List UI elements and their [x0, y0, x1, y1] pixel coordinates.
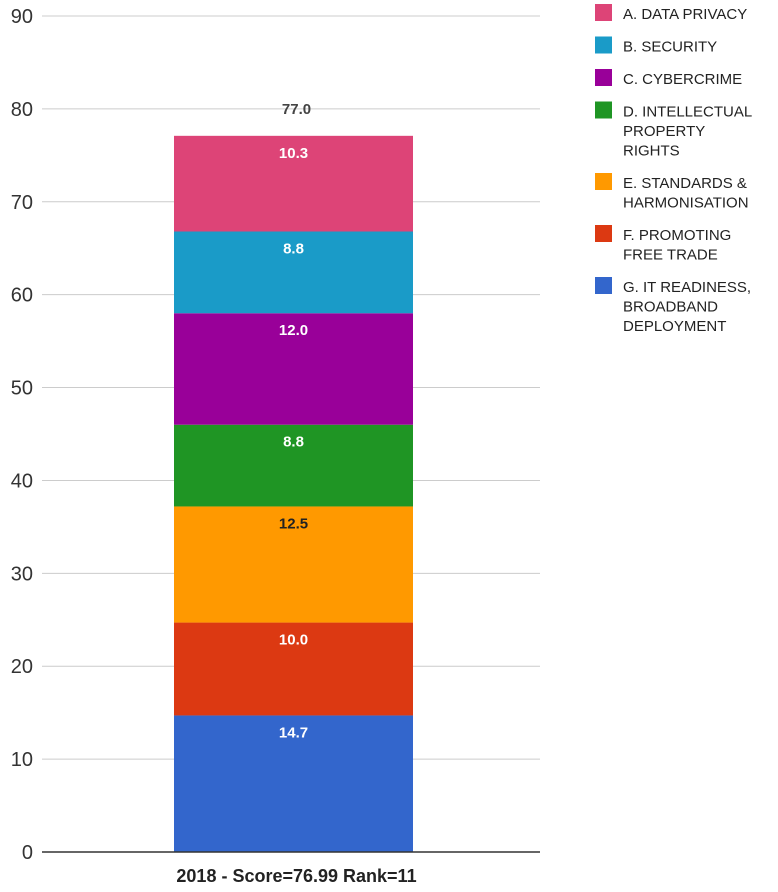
legend-swatch [595, 4, 612, 21]
y-axis-ticks: 0 10 20 30 40 50 60 70 80 90 [11, 6, 33, 864]
legend-swatch [595, 69, 612, 86]
data-label-c-cybercrime: 12.0 [279, 322, 308, 339]
y-tick-label: 0 [22, 842, 33, 864]
legend-item-c-cybercrime: C. CYBERCRIME [595, 69, 742, 88]
legend: A. DATA PRIVACY B. SECURITY C. CYBERCRIME D… [595, 4, 752, 335]
y-tick-label: 30 [11, 563, 33, 585]
legend-item-d-intellectual-property-rights: D. INTELLECTUAL PROPERTY RIGHTS [595, 102, 752, 160]
data-label-f-promoting-free-trade: 10.0 [279, 632, 308, 649]
x-axis: 2018 - Score=76.99 Rank=11 [42, 852, 540, 886]
legend-label: BROADBAND [623, 299, 718, 316]
legend-label: DEPLOYMENT [623, 318, 726, 335]
legend-label: RIGHTS [623, 143, 680, 160]
legend-label: PROPERTY [623, 123, 705, 140]
legend-label: B. SECURITY [623, 39, 717, 56]
data-label-b-security: 8.8 [283, 241, 304, 258]
legend-label: G. IT READINESS, [623, 279, 751, 296]
y-tick-label: 90 [11, 6, 33, 28]
legend-swatch [595, 277, 612, 294]
y-tick-label: 50 [11, 378, 33, 400]
y-tick-label: 10 [11, 749, 33, 771]
y-tick-label: 40 [11, 470, 33, 492]
legend-label: FREE TRADE [623, 247, 718, 264]
data-label-g-it-readiness-broadband-deployment: 14.7 [279, 724, 308, 741]
legend-item-e-standards-harmonisation: E. STANDARDS & HARMONISATION [595, 173, 749, 212]
legend-swatch [595, 225, 612, 242]
legend-label: HARMONISATION [623, 195, 749, 212]
legend-item-b-security: B. SECURITY [595, 37, 717, 56]
data-label-e-standards-harmonisation: 12.5 [279, 515, 308, 532]
data-label-d-intellectual-property-rights: 8.8 [283, 434, 304, 451]
legend-item-g-it-readiness-broadband-deployment: G. IT READINESS, BROADBAND DEPLOYMENT [595, 277, 751, 335]
legend-label: D. INTELLECTUAL [623, 104, 752, 121]
legend-swatch [595, 102, 612, 119]
y-tick-label: 20 [11, 656, 33, 678]
x-category-label: 2018 - Score=76.99 Rank=11 [176, 866, 416, 886]
data-label-a-data-privacy: 10.3 [279, 145, 308, 162]
legend-swatch [595, 37, 612, 54]
y-tick-label: 80 [11, 99, 33, 121]
legend-label: F. PROMOTING [623, 227, 731, 244]
legend-item-f-promoting-free-trade: F. PROMOTING FREE TRADE [595, 225, 731, 264]
total-label: 77.0 [282, 101, 311, 118]
legend-item-a-data-privacy: A. DATA PRIVACY [595, 4, 747, 23]
y-tick-label: 60 [11, 285, 33, 307]
legend-label: C. CYBERCRIME [623, 71, 742, 88]
legend-label: E. STANDARDS & [623, 175, 747, 192]
y-tick-label: 70 [11, 192, 33, 214]
legend-label: A. DATA PRIVACY [623, 6, 747, 23]
legend-swatch [595, 173, 612, 190]
